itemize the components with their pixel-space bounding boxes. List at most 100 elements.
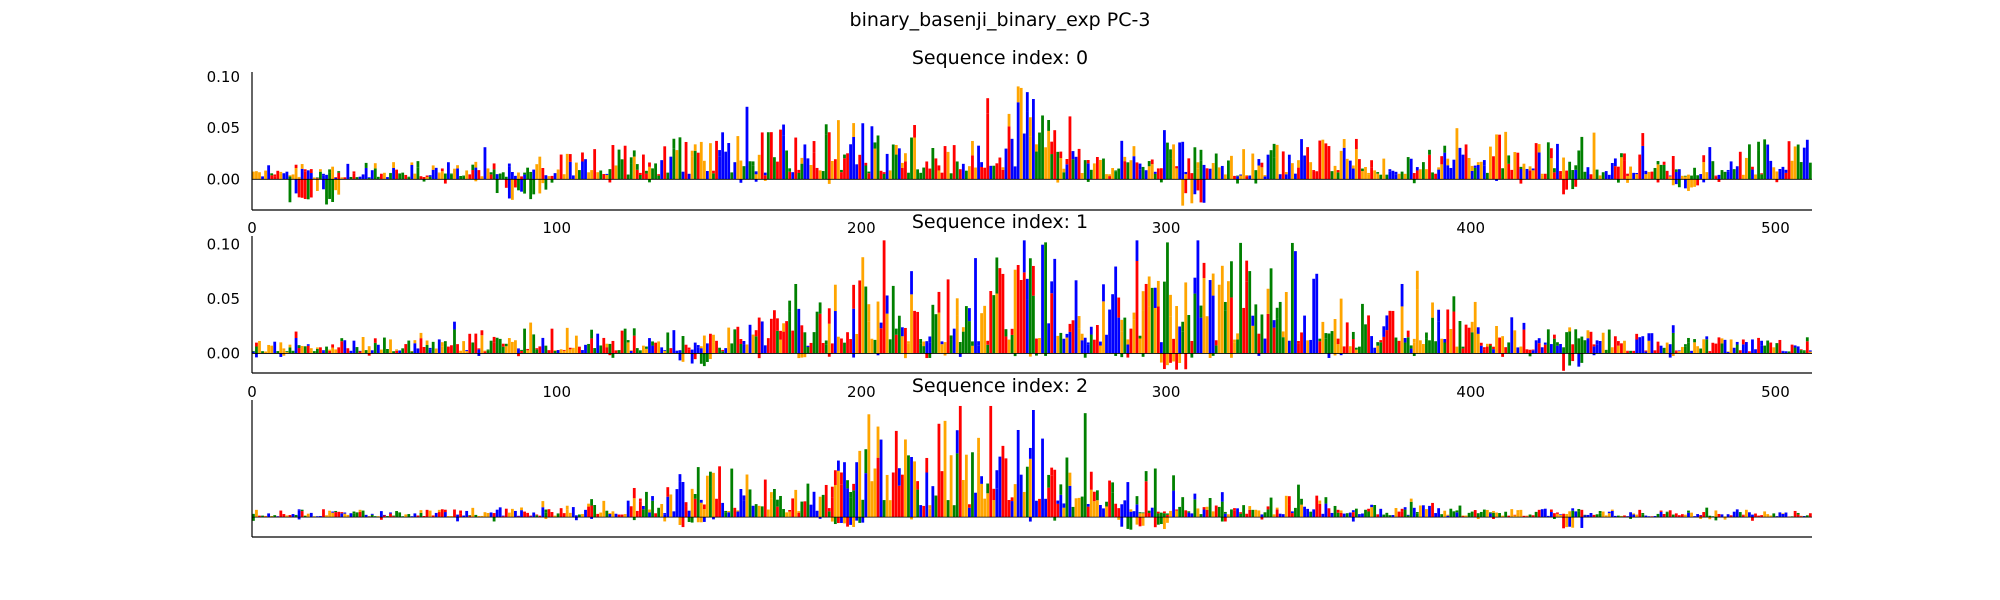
logo-letter-C [1632,172,1636,180]
logo-letter-G [1568,511,1572,518]
logo-letter-T [1163,353,1166,370]
logo-letter-C [574,515,578,516]
logo-letter-C [763,345,767,354]
logo-letter-C [678,481,682,518]
logo-letter-C [803,144,807,180]
logo-letter-G [1708,517,1712,520]
logo-letter-T [602,174,606,180]
logo-letter-A [1172,475,1175,491]
logo-letter-T [684,502,688,507]
logo-letter-A [1671,332,1675,354]
logo-letter-A [1787,351,1791,354]
logo-letter-T [1741,514,1745,516]
logo-letter-G [1257,165,1261,180]
logo-letter-A [1458,505,1462,518]
logo-letter-A [407,340,411,354]
logo-letter-T [529,515,533,517]
logo-letter-A [1485,172,1489,180]
logo-letter-G [282,350,286,354]
logo-letter-T [894,459,898,518]
logo-letter-A [1409,345,1413,349]
logo-letter-A [1772,513,1776,518]
logo-letter-T [1065,159,1069,165]
logo-letter-A [1388,515,1392,518]
logo-letter-G [1284,292,1288,354]
logo-letter-T [1793,510,1797,513]
logo-letter-C [398,350,402,354]
logo-letter-A [992,295,996,354]
logo-letter-C [590,517,593,519]
logo-letter-T [1653,350,1657,354]
logo-letter-C [1549,512,1553,518]
logo-letter-C [370,170,374,180]
logo-letter-C [1574,511,1578,518]
logo-letter-G [462,341,466,354]
logo-letter-C [721,502,725,518]
logo-letter-C [456,168,459,180]
logo-letter-A [952,505,956,518]
logo-letter-G [699,346,703,349]
logo-letter-C [675,489,679,518]
logo-letter-T [1565,170,1568,180]
logo-letter-A [1696,175,1700,180]
logo-letter-C [1409,158,1413,180]
logo-letter-G [1680,175,1684,180]
logo-letter-G [447,515,450,518]
logo-letter-T [1184,510,1188,518]
logo-letter-C [1306,508,1310,518]
logo-letter-A [395,511,398,518]
logo-letter-T [309,179,313,198]
logo-letter-G [507,338,511,354]
logo-letter-A [1546,142,1550,180]
logo-letter-T [319,347,322,354]
logo-letter-T [1300,332,1303,354]
logo-letter-A [1083,353,1087,358]
logo-letter-T [809,342,813,354]
logo-letter-G [1610,347,1614,354]
logo-letter-A [1620,153,1623,158]
logo-letter-G [1141,291,1145,311]
logo-letter-T [303,169,307,172]
logo-letter-C [1559,343,1562,354]
logo-letter-G [1677,351,1681,354]
logo-letter-T [623,145,627,180]
logo-letter-A [355,177,359,180]
logo-letter-A [1665,512,1669,518]
logo-letter-T [1010,497,1014,502]
logo-letter-T [1543,344,1547,354]
logo-letter-C [1549,344,1553,354]
logo-letter-A [392,351,395,354]
logo-letter-G [727,511,731,513]
logo-letter-A [1220,501,1224,518]
logo-letter-C [1644,170,1648,175]
logo-letter-G [1129,160,1133,180]
logo-letter-A [1452,296,1456,312]
logo-letter-T [958,169,962,180]
logo-letter-G [1461,515,1465,517]
logo-letter-G [690,156,694,180]
logo-letter-C [1370,336,1373,354]
logo-letter-T [1266,313,1270,354]
logo-letter-T [824,484,828,518]
logo-letter-G [1467,157,1471,180]
logo-letter-C [1053,258,1057,354]
logo-letter-A [1470,332,1474,354]
logo-letter-A [1035,353,1038,356]
logo-letter-C [1041,244,1044,354]
logo-letter-C [782,124,785,136]
logo-letter-G [514,340,517,354]
logo-letter-G [264,170,267,180]
logo-letter-G [590,170,593,180]
logo-letter-T [352,173,356,180]
logo-letter-A [1089,334,1093,354]
logo-letter-A [788,311,792,354]
logo-letter-G [541,501,545,508]
logo-letter-T [916,481,920,490]
logo-letter-G [830,160,834,180]
logo-letter-G [562,174,566,180]
logo-letter-C [849,144,852,180]
logo-letter-C [453,321,456,330]
logo-letter-A [386,516,389,518]
logo-letter-A [373,168,377,180]
logo-letter-G [894,144,898,155]
